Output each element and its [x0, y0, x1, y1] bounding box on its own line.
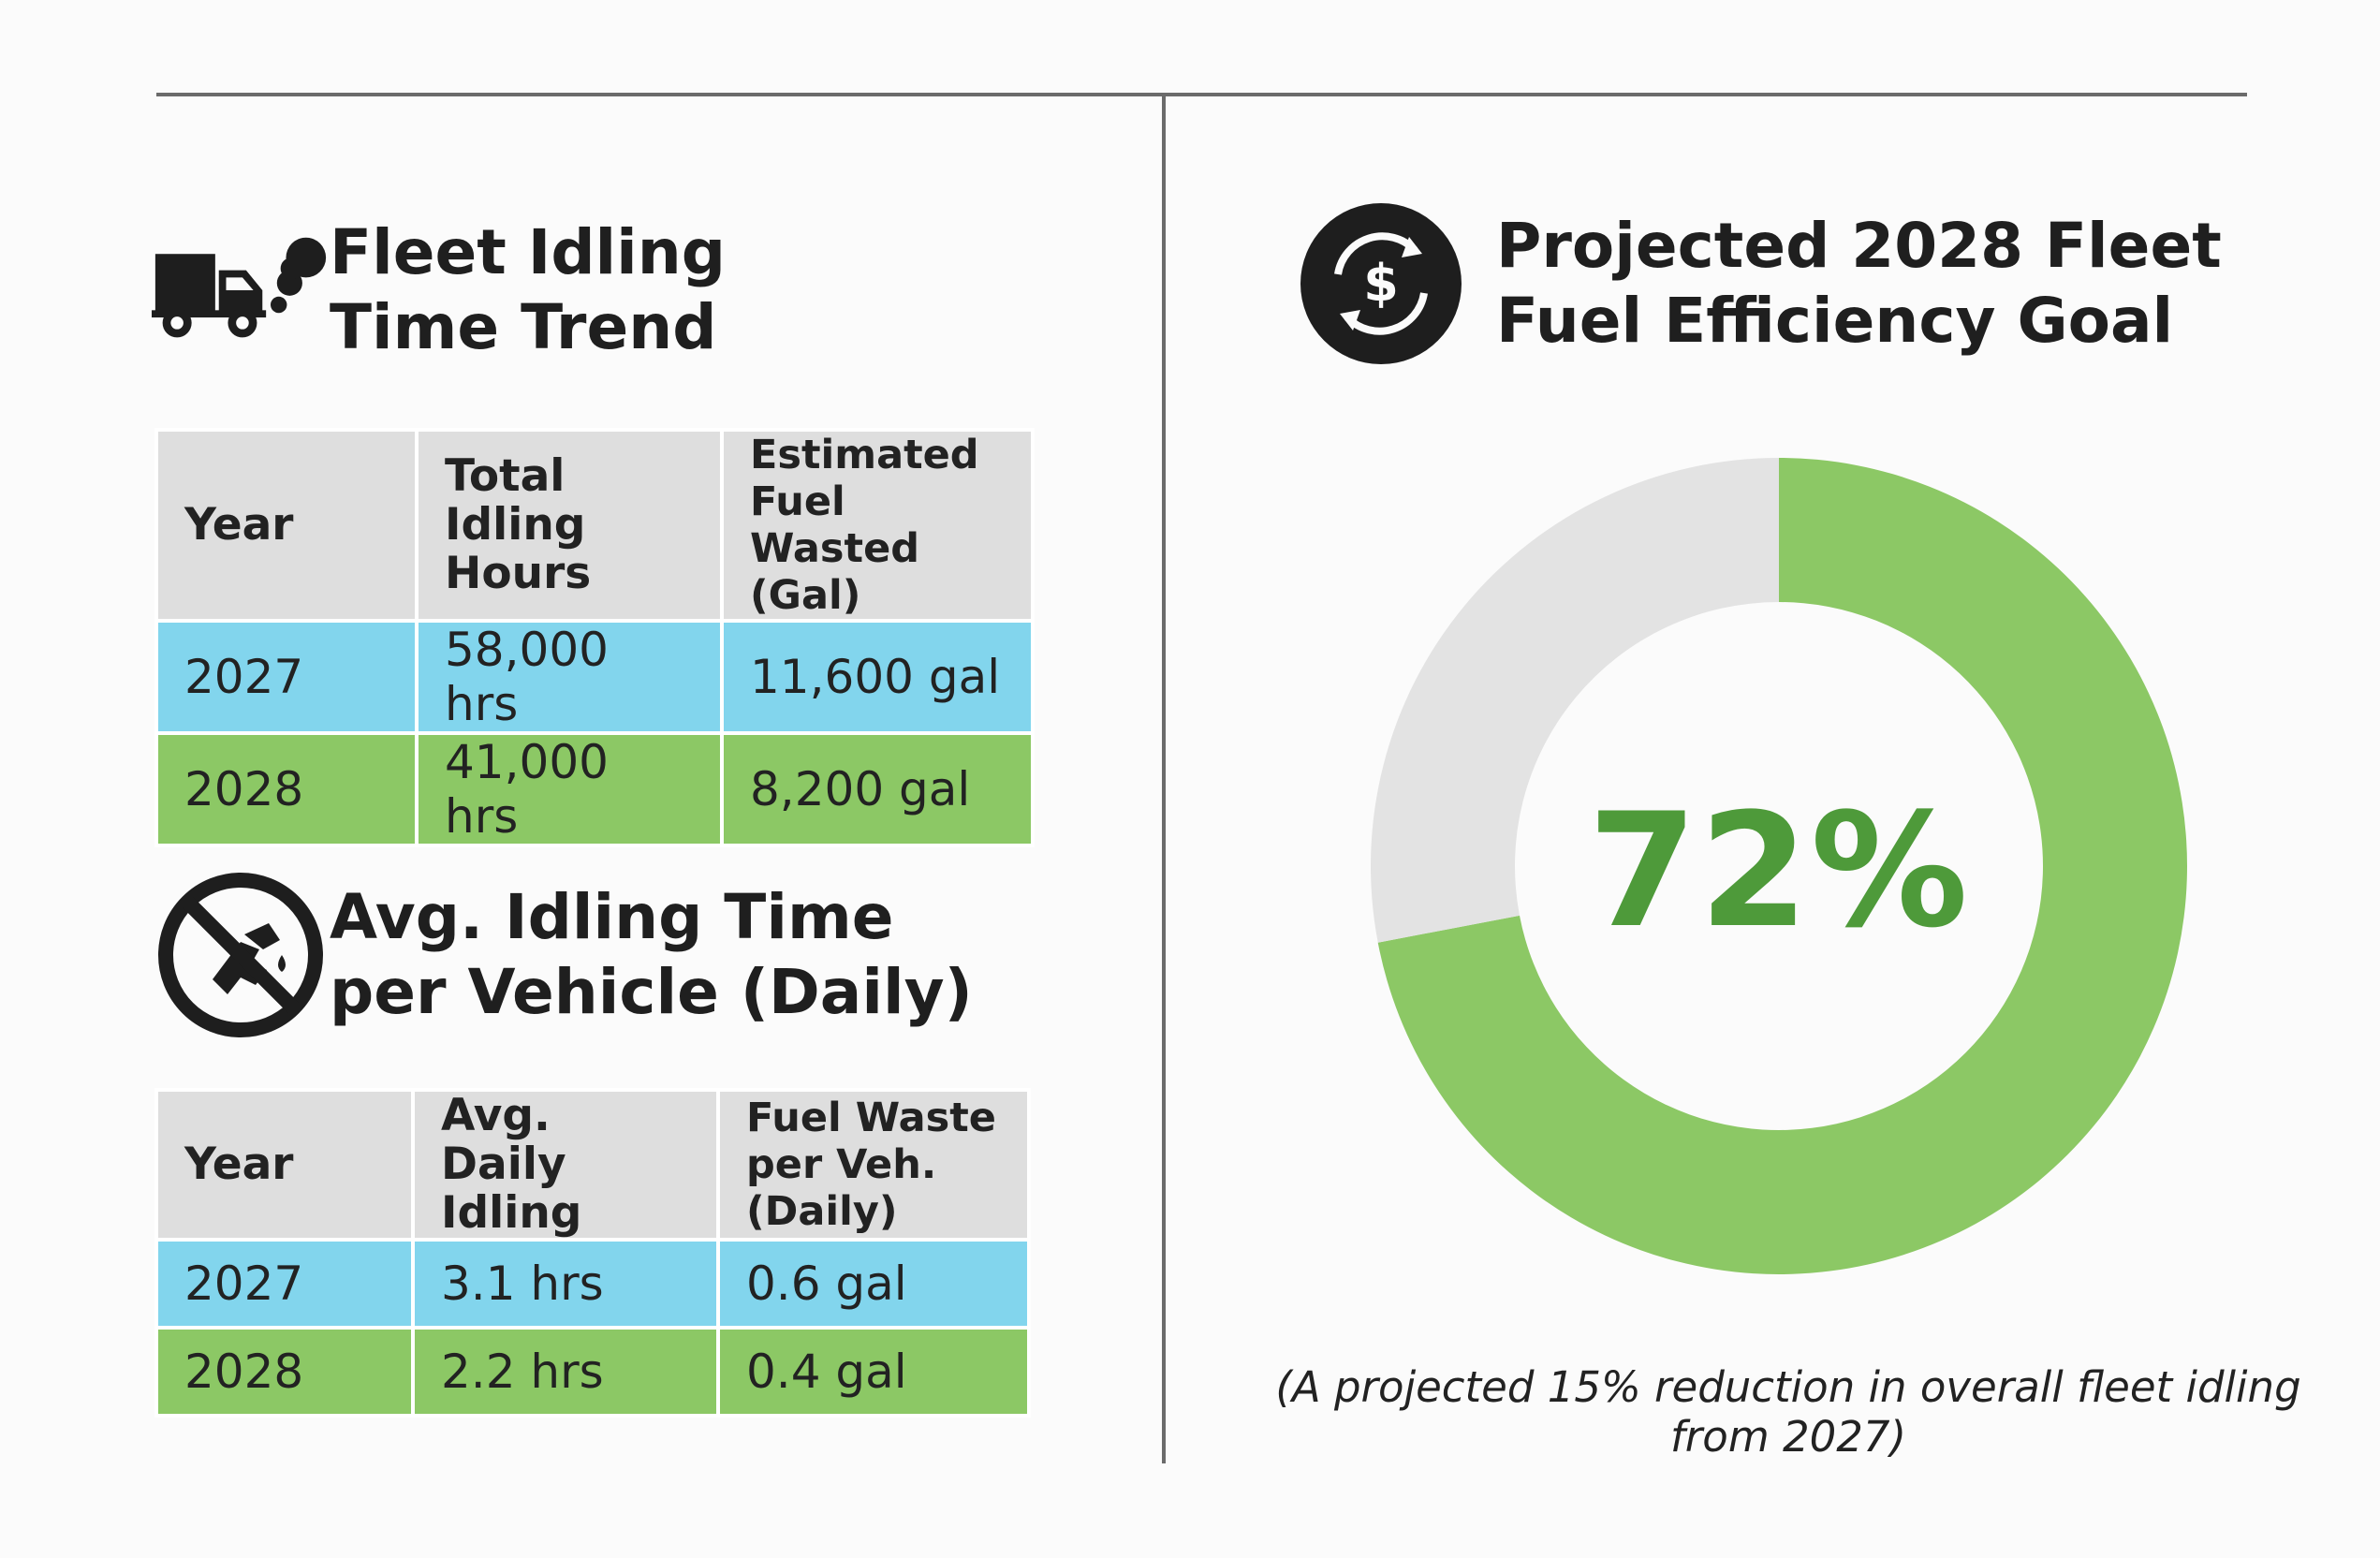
cell-fuel: 0.6 gal — [716, 1238, 1031, 1330]
table-row: 2027 3.1 hrs 0.6 gal — [154, 1238, 1031, 1330]
cell-year: 2027 — [154, 1238, 415, 1330]
cell-year: 2027 — [154, 619, 419, 735]
column-header-total-hours: Total Idling Hours — [415, 428, 724, 623]
table-row: 2028 41,000 hrs 8,200 gal — [154, 731, 1035, 847]
fleet-title-line1: Fleet Idling — [330, 216, 727, 288]
goal-section-title: Projected 2028 Fleet Fuel Efficiency Goa… — [1496, 209, 2222, 359]
donut-center-label: 72% — [1587, 779, 1971, 963]
dollar-cycle-icon: $ — [1294, 197, 1468, 371]
cell-year: 2028 — [154, 1326, 415, 1418]
column-header-year: Year — [154, 1088, 415, 1242]
goal-footnote: (A projected 15% reduction in overall fl… — [1275, 1362, 2301, 1462]
goal-title-line2: Fuel Efficiency Goal — [1496, 285, 2174, 357]
donut-slice-remaining — [1371, 458, 1779, 943]
cell-hours: 41,000 hrs — [415, 731, 724, 847]
vehicle-section-title: Avg. Idling Time per Vehicle (Daily) — [330, 880, 973, 1030]
cell-fuel: 0.4 gal — [716, 1326, 1031, 1418]
cell-fuel: 11,600 gal — [720, 619, 1035, 735]
fleet-section-header: Fleet Idling Time Trend — [152, 201, 726, 379]
truck-exhaust-icon — [152, 201, 330, 379]
table-row: 2027 58,000 hrs 11,600 gal — [154, 619, 1035, 735]
goal-title-line1: Projected 2028 Fleet — [1496, 210, 2222, 282]
cell-hours: 58,000 hrs — [415, 619, 724, 735]
cell-idling: 3.1 hrs — [411, 1238, 720, 1330]
no-fuel-pump-icon — [152, 866, 330, 1044]
donut-slice-achieved — [1377, 458, 2187, 1274]
donut-svg — [1371, 458, 2187, 1274]
column-header-year: Year — [154, 428, 419, 623]
column-header-fuel-wasted: Estimated Fuel Wasted (Gal) — [720, 428, 1035, 623]
cell-fuel: 8,200 gal — [720, 731, 1035, 847]
column-header-avg-daily-idling: Avg. Daily Idling — [411, 1088, 720, 1242]
vehicle-title-line1: Avg. Idling Time — [330, 881, 894, 953]
goal-section-header: $ Projected 2028 Fleet Fuel Efficiency G… — [1294, 197, 2222, 371]
fleet-idling-table: Year Total Idling Hours Estimated Fuel W… — [154, 428, 1035, 847]
top-divider — [156, 93, 2247, 96]
table-header-row: Year Avg. Daily Idling Fuel Waste per Ve… — [154, 1088, 1031, 1242]
fleet-section-title: Fleet Idling Time Trend — [330, 215, 726, 365]
fleet-title-line2: Time Trend — [330, 291, 717, 363]
cell-year: 2028 — [154, 731, 419, 847]
vehicle-title-line2: per Vehicle (Daily) — [330, 956, 973, 1028]
table-row: 2028 2.2 hrs 0.4 gal — [154, 1326, 1031, 1418]
vehicle-idling-table: Year Avg. Daily Idling Fuel Waste per Ve… — [154, 1088, 1031, 1418]
efficiency-donut-chart: 72% — [1367, 454, 2191, 1278]
column-header-fuel-waste-per-vehicle: Fuel Waste per Veh. (Daily) — [716, 1088, 1031, 1242]
vertical-divider — [1162, 96, 1166, 1463]
vehicle-section-header: Avg. Idling Time per Vehicle (Daily) — [152, 866, 973, 1044]
svg-text:$: $ — [1363, 254, 1399, 313]
cell-idling: 2.2 hrs — [411, 1326, 720, 1418]
table-header-row: Year Total Idling Hours Estimated Fuel W… — [154, 428, 1035, 623]
